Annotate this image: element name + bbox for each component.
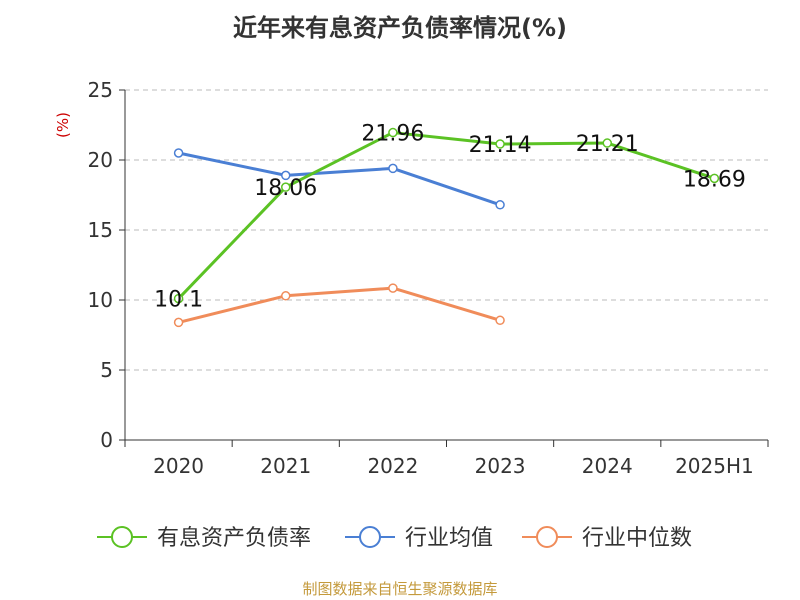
legend-swatch-marker — [359, 526, 381, 548]
x-tick-label: 2025H1 — [675, 454, 754, 478]
y-tick-label: 15 — [88, 218, 113, 242]
data-label: 21.96 — [361, 122, 424, 147]
x-tick-label: 2024 — [582, 454, 633, 478]
y-tick-label: 10 — [88, 288, 113, 312]
legend-label: 有息资产负债率 — [157, 526, 311, 551]
legend-item[interactable]: 有息资产负债率 — [97, 526, 311, 551]
chart-title: 近年来有息资产负债率情况(%) — [233, 14, 567, 42]
legend-label: 行业中位数 — [582, 526, 692, 551]
y-tick-label: 25 — [88, 78, 113, 102]
source-note: 制图数据来自恒生聚源数据库 — [302, 580, 498, 598]
data-point[interactable] — [173, 293, 184, 304]
data-point[interactable] — [602, 138, 612, 148]
data-point[interactable] — [281, 170, 291, 181]
axes — [124, 90, 768, 441]
data-point[interactable] — [495, 315, 505, 326]
series-1 — [173, 148, 505, 210]
x-tick-label: 2021 — [260, 454, 311, 478]
legend[interactable]: 有息资产负债率 行业均值 行业中位数 — [97, 526, 692, 551]
data-point[interactable] — [495, 200, 505, 210]
series-0 — [173, 127, 720, 304]
data-point[interactable] — [388, 163, 398, 174]
y-tick-label: 5 — [100, 358, 113, 382]
data-point[interactable] — [173, 148, 184, 158]
series-2 — [173, 283, 505, 328]
data-point[interactable] — [709, 173, 720, 184]
y-tick-label: 0 — [100, 428, 113, 452]
x-tick-label: 2022 — [367, 454, 418, 478]
data-point[interactable] — [281, 291, 291, 301]
x-axis-ticks: 2020 2021 2022 2023 2024 2025H1 — [124, 440, 769, 478]
series-line — [178, 286, 501, 324]
data-point[interactable] — [281, 182, 291, 192]
y-tick-label: 20 — [88, 148, 113, 172]
data-point[interactable] — [495, 139, 505, 149]
data-point[interactable] — [173, 317, 184, 328]
x-tick-label: 2023 — [475, 454, 526, 478]
legend-swatch-marker — [111, 526, 133, 548]
legend-swatch-marker — [536, 526, 558, 548]
data-label: 10.1 — [154, 288, 203, 313]
grid-lines — [125, 89, 768, 371]
series-line — [177, 131, 715, 300]
data-point[interactable] — [388, 127, 398, 138]
legend-item[interactable]: 行业均值 — [345, 526, 493, 551]
data-labels: 10.1 18.06 21.96 21.14 21.21 18.69 — [154, 122, 746, 313]
data-label: 21.21 — [576, 132, 639, 157]
data-label: 18.06 — [254, 176, 317, 201]
x-tick-label: 2020 — [153, 454, 204, 478]
legend-item[interactable]: 行业中位数 — [522, 526, 692, 551]
series-group — [173, 127, 720, 328]
legend-label: 行业均值 — [405, 526, 493, 551]
data-label: 21.14 — [469, 133, 532, 158]
y-axis-ticks: 0 5 10 15 20 25 — [88, 78, 125, 452]
y-axis-label: (%) — [54, 112, 72, 138]
series-line — [178, 151, 501, 207]
data-label: 18.69 — [683, 167, 746, 192]
data-point[interactable] — [388, 283, 398, 293]
